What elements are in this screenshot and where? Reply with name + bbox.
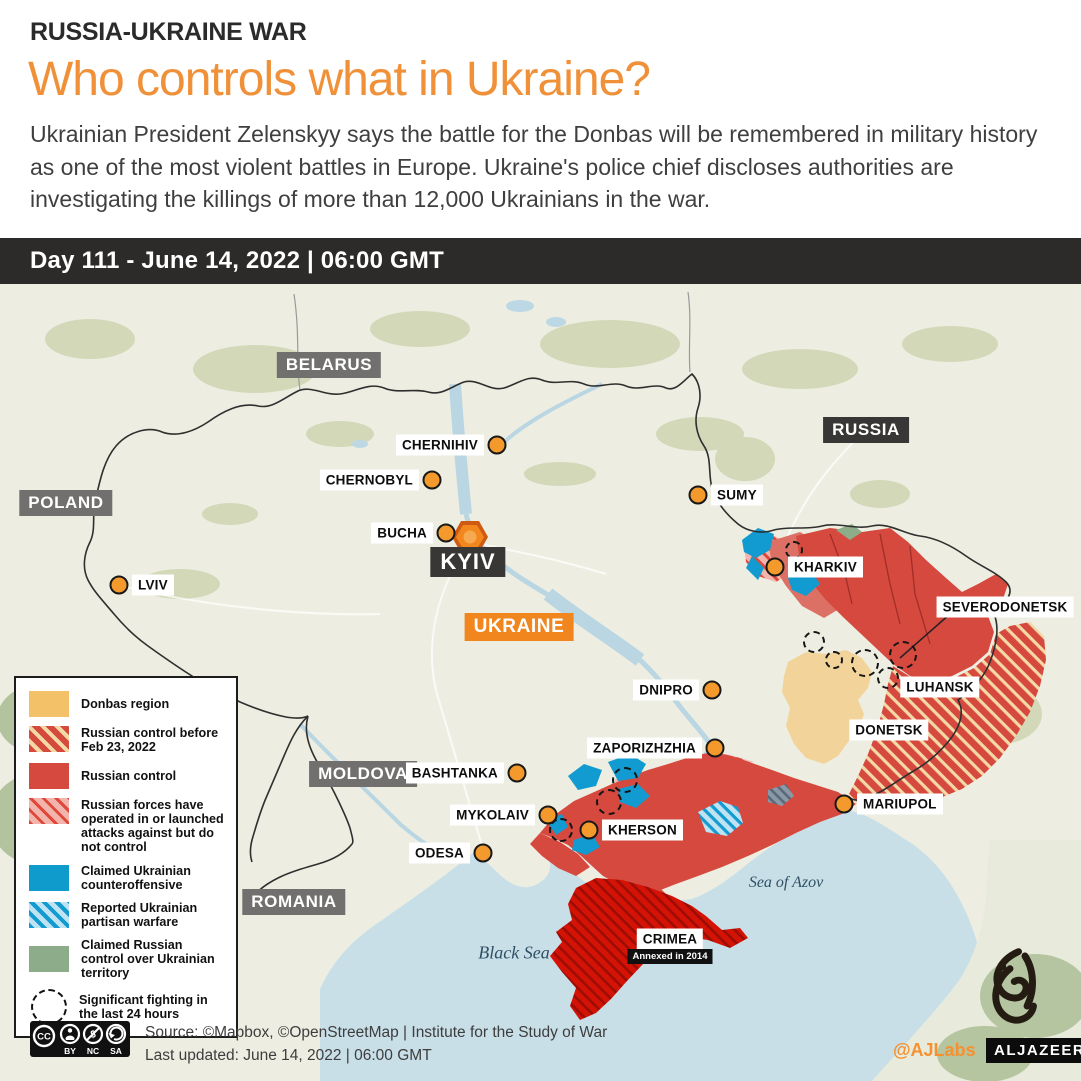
city-label-chernobyl: CHERNOBYL (319, 469, 419, 491)
city-dot-bashtanka (507, 763, 527, 783)
city-label-odesa: ODESA (408, 842, 470, 864)
svg-text:BY: BY (64, 1046, 76, 1056)
region-label-severodonetsk: SEVERODONETSK (936, 596, 1074, 618)
city-label-mykolaiv: MYKOLAIV (450, 804, 535, 826)
city-label-sumy: SUMY (711, 484, 763, 506)
city-label-bucha: BUCHA (371, 522, 433, 544)
sea-label-azov: Sea of Azov (748, 874, 824, 891)
svg-text:SA: SA (110, 1046, 122, 1056)
ajlabs-handle: @AJLabs (893, 1040, 976, 1060)
city-label-mariupol: MARIUPOL (857, 793, 943, 815)
city-label-dnipro: DNIPRO (633, 679, 699, 701)
by-icon (59, 1023, 81, 1045)
aljazeera-wordmark: ALJAZEERA (986, 1038, 1081, 1063)
city-dot-kharkiv (765, 557, 785, 577)
legend-item-operated: Russian forces have operated in or launc… (29, 798, 226, 854)
partisan-swatch (29, 901, 69, 928)
city-dot-lviv (109, 575, 129, 595)
legend: Donbas region Russian control before Feb… (14, 676, 238, 1039)
fighting-circle (596, 789, 622, 815)
updated-line: Last updated: June 14, 2022 | 06:00 GMT (145, 1047, 432, 1064)
fighting-circle (549, 818, 573, 842)
fighting-circle (612, 767, 638, 793)
city-label-bashtanka: BASHTANKA (405, 762, 504, 784)
city-dot-mariupol (834, 794, 854, 814)
russian-control-swatch (29, 763, 69, 790)
fighting-circle (803, 631, 825, 653)
cc-icon: CC (37, 1032, 51, 1043)
city-dot-sumy (688, 485, 708, 505)
fighting-circle (889, 641, 917, 669)
donbas-swatch (29, 691, 69, 717)
counteroffensive-swatch (29, 864, 69, 891)
fighting-circle (851, 649, 879, 677)
country-label-ukraine: UKRAINE (464, 613, 574, 641)
region-label-luhansk: LUHANSK (900, 676, 980, 698)
nc-icon (82, 1023, 104, 1045)
capital-marker-core (463, 530, 477, 544)
city-label-zaporizhzhia: ZAPORIZHZHIA (587, 737, 702, 759)
city-dot-chernihiv (487, 435, 507, 455)
city-dot-zaporizhzhia (705, 738, 725, 758)
legend-item-before: Russian control before Feb 23, 2022 (29, 726, 226, 754)
city-dot-odesa (473, 843, 493, 863)
legend-item-counteroffensive: Claimed Ukrainian counteroffensive (29, 864, 226, 892)
aljazeera-logo-icon (992, 948, 1037, 1024)
region-label-crimea: CRIMEA (636, 928, 704, 950)
operated-swatch (29, 798, 69, 825)
description: Ukrainian President Zelenskyy says the b… (30, 121, 1038, 213)
foreign-borders (293, 291, 691, 391)
status-bar: Day 111 - June 14, 2022 | 06:00 GMT (0, 238, 1081, 284)
city-dot-dnipro (702, 680, 722, 700)
sea-label-black-sea: Black Sea (478, 942, 550, 963)
country-label-belarus: BELARUS (276, 352, 382, 378)
city-label-kyiv: KYIV (430, 547, 506, 577)
legend-item-claimed: Claimed Russian control over Ukrainian t… (29, 938, 226, 980)
city-label-kherson: KHERSON (602, 819, 683, 841)
city-dot-chernobyl (422, 470, 442, 490)
gray-region (768, 784, 794, 806)
country-label-romania: ROMANIA (242, 889, 346, 915)
city-label-chernihiv: CHERNIHIV (395, 434, 484, 456)
svg-text:NC: NC (87, 1046, 99, 1056)
country-label-moldova: MOLDOVA (309, 761, 417, 787)
claimed-russian-patch (836, 524, 862, 540)
region-sublabel-crimea: Annexed in 2014 (627, 949, 713, 964)
country-label-poland: POLAND (19, 490, 113, 516)
city-dot-kherson (579, 820, 599, 840)
prewar-control-region (848, 622, 1046, 806)
city-label-kharkiv: KHARKIV (788, 556, 863, 578)
status-bar-label: Day 111 - June 14, 2022 | 06:00 GMT (30, 247, 444, 274)
lakes (352, 300, 566, 448)
city-dot-bucha (436, 523, 456, 543)
region-label-donetsk: DONETSK (849, 719, 929, 741)
fighting-circle (825, 651, 843, 669)
kicker: RUSSIA-UKRAINE WAR (30, 18, 307, 46)
claimed-swatch (29, 946, 69, 973)
city-label-lviv: LVIV (132, 574, 174, 596)
kherson-west-pocket (530, 833, 590, 876)
page-title: Who controls what in Ukraine? (28, 53, 651, 106)
ukraine-border (83, 372, 1011, 901)
fighting-swatch (31, 989, 67, 1026)
cc-license-badge: CC BY $ NC SA (30, 1021, 130, 1057)
legend-item-donbas: Donbas region (29, 691, 226, 717)
prewar-control-swatch (29, 726, 69, 752)
city-dot-mykolaiv (538, 805, 558, 825)
legend-item-fighting: Significant fighting in the last 24 hour… (29, 989, 226, 1026)
sa-icon (105, 1023, 127, 1045)
partisan-region (698, 801, 743, 836)
map: BELARUS POLAND RUSSIA MOLDOVA ROMANIA UK… (0, 284, 1081, 1081)
source-line: Source: ©Mapbox, ©OpenStreetMap | Instit… (145, 1024, 608, 1041)
legend-item-partisan: Reported Ukrainian partisan warfare (29, 901, 226, 929)
country-label-russia: RUSSIA (823, 417, 909, 443)
fighting-circle (877, 667, 899, 689)
legend-item-control: Russian control (29, 763, 226, 790)
